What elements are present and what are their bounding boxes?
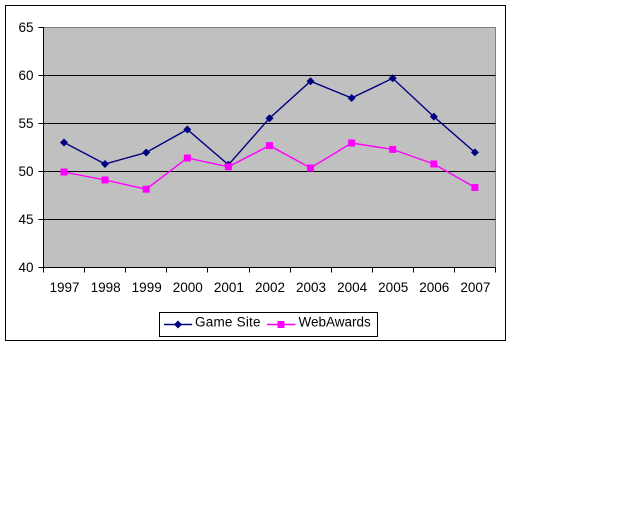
svg-text:2004: 2004 <box>337 280 368 295</box>
svg-text:2002: 2002 <box>255 280 285 295</box>
svg-text:1997: 1997 <box>49 280 79 295</box>
svg-text:55: 55 <box>18 116 33 131</box>
svg-text:2005: 2005 <box>378 280 408 295</box>
svg-text:1998: 1998 <box>91 280 121 295</box>
svg-text:40: 40 <box>18 260 33 275</box>
svg-text:60: 60 <box>18 68 33 83</box>
svg-text:65: 65 <box>18 20 33 35</box>
svg-text:2006: 2006 <box>419 280 449 295</box>
svg-text:WebAwards: WebAwards <box>299 314 372 329</box>
svg-text:2003: 2003 <box>296 280 326 295</box>
svg-text:2000: 2000 <box>173 280 203 295</box>
svg-text:50: 50 <box>18 164 33 179</box>
svg-text:Game Site: Game Site <box>195 314 261 329</box>
svg-text:2001: 2001 <box>214 280 244 295</box>
svg-text:45: 45 <box>18 212 33 227</box>
svg-text:1999: 1999 <box>132 280 162 295</box>
svg-text:2007: 2007 <box>460 280 490 295</box>
